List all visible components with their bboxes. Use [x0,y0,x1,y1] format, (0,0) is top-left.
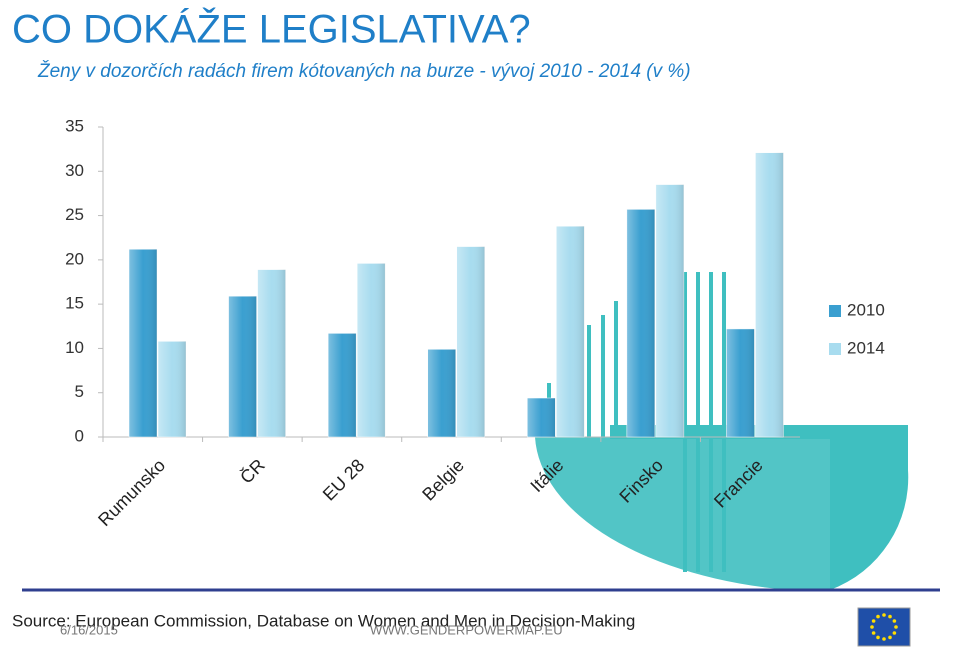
bar-shade [427,349,456,437]
bar-shade [328,333,357,437]
legend-swatch [829,343,841,355]
url: WWW.GENDERPOWERMAP.EU [370,622,563,637]
star [892,631,897,635]
bar-shade [257,269,286,437]
bar-shade [357,263,386,437]
title: CO DOKÁŽE LEGISLATIVA? [12,7,531,52]
legend-swatch [829,305,841,317]
bar-shade [655,184,684,437]
star [892,619,897,623]
bar-shade [129,249,157,437]
y-tick-label: 15 [65,294,84,313]
star [876,614,880,619]
bar-shade [556,226,585,437]
bar-shade [755,152,784,437]
source: Source: European Commission, Database on… [12,611,635,630]
bar-shade [158,341,186,437]
decoration [535,272,909,590]
star [871,631,876,635]
star [882,613,886,617]
eu-flag [857,607,911,647]
star [882,637,886,641]
y-tick-label: 30 [65,161,84,180]
bar-shade [626,209,655,437]
star [888,635,892,640]
y-tick-label: 5 [75,382,84,401]
y-tick-label: 0 [75,426,84,445]
y-tick-label: 35 [65,116,84,135]
subtitle: Ženy v dozorčích radách firem kótovaných… [37,60,691,82]
legend-label: 2010 [847,300,885,319]
star [876,635,880,640]
bar-shade [726,328,755,437]
y-tick-label: 20 [65,249,84,268]
star [888,614,892,619]
x-tick-label: Rumunsko [94,455,169,530]
x-tick-label: Belgie [418,455,468,505]
star [870,625,874,629]
legend-label: 2014 [847,338,885,357]
star [871,619,876,623]
date: 6/16/2015 [60,622,118,637]
bar-shade [456,246,485,437]
y-tick-label: 10 [65,338,84,357]
bar-shade [527,398,556,437]
y-tick-label: 25 [65,205,84,224]
star [894,625,898,629]
x-tick-label: ČR [236,454,269,487]
x-tick-label: EU 28 [319,455,369,505]
bar-shade [228,296,257,437]
